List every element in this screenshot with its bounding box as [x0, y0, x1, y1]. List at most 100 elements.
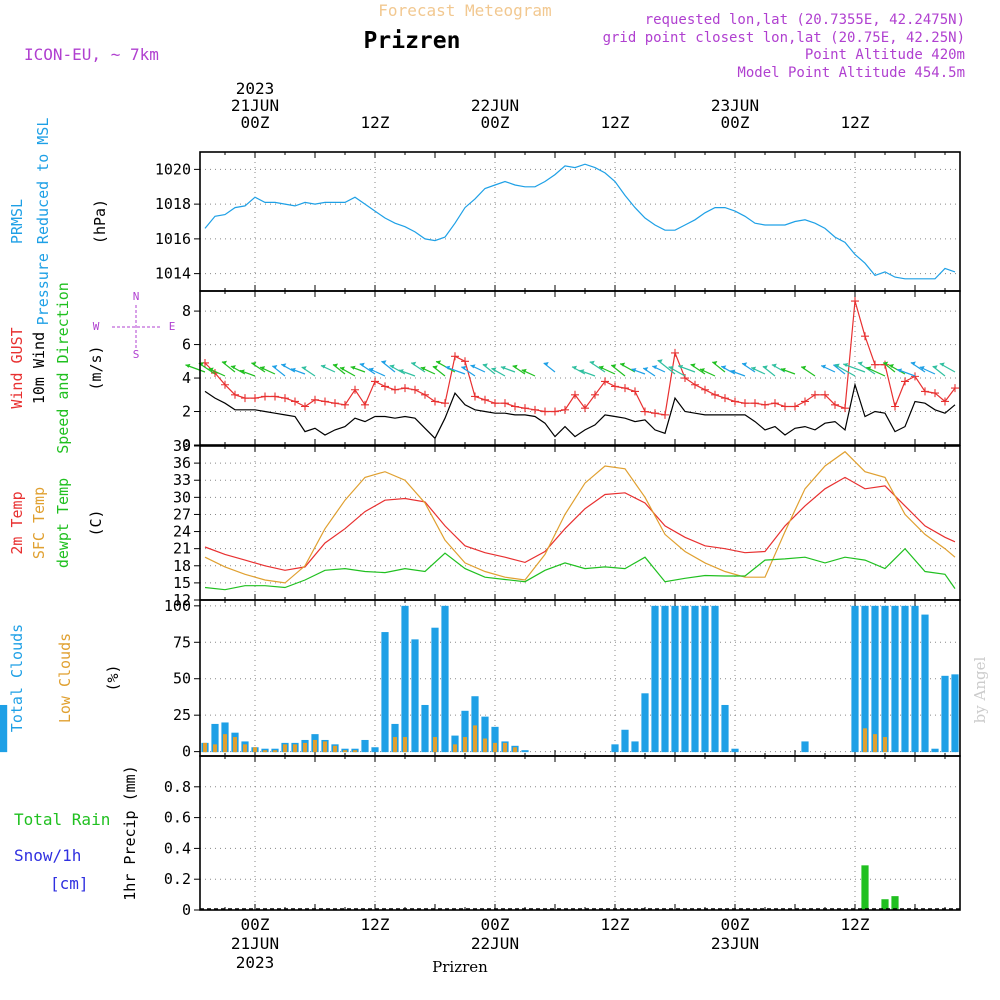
total-cloud-bar [491, 726, 499, 753]
gust-marker [371, 377, 379, 386]
model-name: ICON-EU, ~ 7km [24, 45, 159, 64]
series-line-wind-gust [204, 300, 956, 416]
wind-arrowhead [185, 363, 191, 368]
gust-marker [901, 377, 909, 386]
gust-marker [221, 380, 229, 389]
gust-marker [391, 385, 399, 394]
gust-marker [231, 390, 239, 399]
gust-marker [791, 402, 799, 411]
panel-label: dewpt Temp [54, 478, 72, 568]
y-tick-label: 24 [173, 523, 191, 541]
low-cloud-bar [233, 737, 237, 753]
gust-marker [801, 397, 809, 406]
total-cloud-bar [701, 605, 709, 753]
y-tick-label: 0 [182, 901, 191, 919]
gust-marker [481, 395, 489, 404]
total-cloud-bar [521, 750, 529, 753]
wind-arrowhead [932, 365, 938, 370]
gust-marker [721, 394, 729, 403]
total-cloud-bar [361, 739, 369, 753]
gust-marker [951, 384, 959, 393]
y-tick-label: 0.2 [164, 870, 191, 888]
low-cloud-bar [463, 737, 467, 753]
gust-marker [841, 404, 849, 413]
wind-arrowhead [230, 365, 236, 370]
wind-arrowhead [512, 364, 518, 369]
total-cloud-bar [0, 704, 8, 753]
wind-arrowhead [762, 365, 768, 370]
top-time-label: 2023 [236, 79, 275, 98]
low-cloud-bar [403, 737, 407, 753]
total-cloud-bar [801, 741, 809, 753]
gust-marker [601, 377, 609, 386]
total-cloud-bar [931, 748, 939, 753]
top-time-label: 12Z [601, 113, 630, 132]
gust-marker [821, 390, 829, 399]
wind-arrowhead [461, 365, 467, 370]
y-tick-label: 0.6 [164, 809, 191, 827]
gust-marker [561, 405, 569, 414]
wind-arrowhead [521, 368, 527, 373]
top-time-label: 23JUN [711, 96, 759, 115]
low-cloud-bar [863, 728, 867, 753]
low-cloud-bar [273, 750, 277, 753]
total-cloud-bar [471, 696, 479, 753]
credit: by Angel [971, 656, 989, 723]
gridpoint-coords: grid point closest lon,lat (20.75E, 42.2… [603, 30, 965, 46]
panel-label: Wind GUST [8, 327, 26, 408]
wind-arrowhead [470, 364, 476, 369]
panel-label: (hPa) [91, 199, 109, 244]
total-cloud-bar [691, 605, 699, 753]
gust-marker [381, 382, 389, 391]
low-cloud-bar [473, 725, 477, 753]
gust-marker [411, 385, 419, 394]
wind-arrowhead [888, 364, 894, 369]
low-cloud-bar [873, 734, 877, 753]
series-line-2m-temp [204, 476, 956, 571]
low-cloud-bar [213, 744, 217, 753]
panel-label: Low Clouds [56, 633, 74, 723]
y-tick-label: 0.4 [164, 839, 191, 857]
total-cloud-bar [711, 605, 719, 753]
low-cloud-bar [883, 737, 887, 753]
gust-marker [851, 297, 859, 306]
low-cloud-bar [263, 750, 267, 753]
wind-arrowhead [690, 363, 696, 368]
wind-arrowhead [919, 365, 925, 370]
gust-marker [301, 402, 309, 411]
panel-frame [199, 290, 961, 446]
wind-arrowhead [843, 363, 849, 368]
panel-label: Speed and Direction [54, 282, 72, 454]
gust-marker [921, 387, 929, 396]
top-time-label: 21JUN [231, 96, 279, 115]
low-cloud-bar [253, 747, 257, 753]
y-tick-label: 0.8 [164, 778, 191, 796]
gust-marker [331, 399, 339, 408]
legend-snow: Snow/1h [14, 846, 81, 865]
wind-arrowhead [643, 367, 649, 372]
total-cloud-bar [901, 605, 909, 753]
gust-marker [531, 405, 539, 414]
total-cloud-bar [951, 674, 959, 753]
wind-arrowhead [699, 368, 705, 373]
wind-arrowhead [389, 364, 395, 369]
low-cloud-bar [513, 747, 517, 753]
panel-label: (%) [104, 664, 122, 691]
low-cloud-bar [303, 742, 307, 753]
total-cloud-bar [631, 741, 639, 753]
gust-marker [771, 399, 779, 408]
total-cloud-bar [731, 748, 739, 753]
compass-n: N [133, 290, 140, 303]
total-cloud-bar [371, 747, 379, 753]
low-cloud-bar [343, 750, 347, 753]
requested-coords: requested lon,lat (20.7355E, 42.2475N) [645, 12, 965, 28]
gust-marker [611, 382, 619, 391]
wind-arrowhead [272, 364, 278, 369]
wind-arrowhead [482, 363, 488, 368]
gust-marker [661, 410, 669, 419]
gust-marker [871, 360, 879, 369]
gust-marker [251, 394, 259, 403]
bottom-time-label: 22JUN [471, 934, 519, 953]
wind-arrowhead [208, 367, 214, 372]
low-cloud-bar [283, 744, 287, 753]
